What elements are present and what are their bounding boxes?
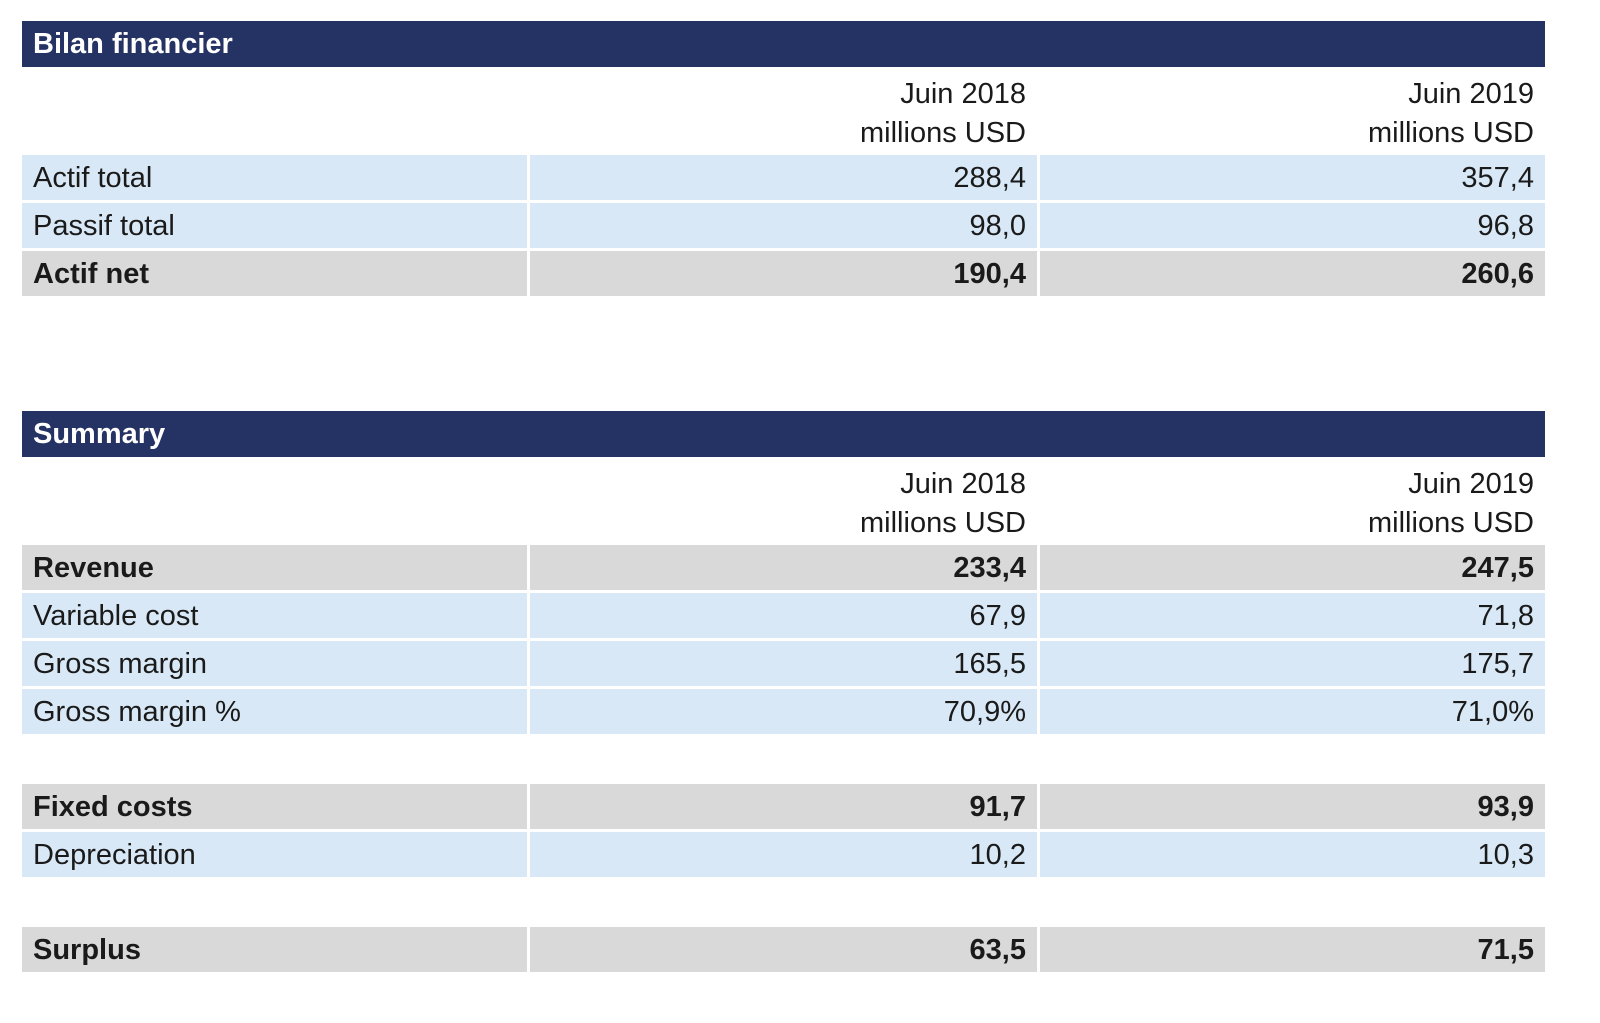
value-2018: 98,0 [530,203,1037,248]
table-row-total: Actif net 190,4 260,6 [22,251,1545,299]
value-2018: 288,4 [530,155,1037,200]
value-2019: 10,3 [1040,832,1545,877]
row-spacer [22,737,1545,784]
value-2019: 71,5 [1040,927,1545,972]
row-label: Gross margin [22,641,527,686]
table-row: Variable cost 67,9 71,8 [22,593,1545,641]
value-2018: 10,2 [530,832,1037,877]
value-2019: 93,9 [1040,784,1545,829]
value-2018: 165,5 [530,641,1037,686]
value-2019: 71,0% [1040,689,1545,734]
column-headers: Juin 2018 millions USD Juin 2019 million… [22,457,1545,545]
table-row: Gross margin % 70,9% 71,0% [22,689,1545,737]
balance-sheet-table: Bilan financier Juin 2018 millions USD J… [22,21,1545,299]
column-header-2019: Juin 2019 millions USD [1368,78,1534,149]
value-2019: 96,8 [1040,203,1545,248]
table-row-total: Fixed costs 91,7 93,9 [22,784,1545,832]
value-2018: 91,7 [530,784,1037,829]
table-row: Gross margin 165,5 175,7 [22,641,1545,689]
row-label: Depreciation [22,832,527,877]
value-2019: 247,5 [1040,545,1545,590]
summary-table: Summary Juin 2018 millions USD Juin 2019… [22,411,1545,975]
value-2019: 175,7 [1040,641,1545,686]
row-label: Actif total [22,155,527,200]
table-row-total: Surplus 63,5 71,5 [22,927,1545,975]
row-label: Surplus [22,927,527,972]
value-2018: 233,4 [530,545,1037,590]
table-row: Actif total 288,4 357,4 [22,155,1545,203]
value-2018: 63,5 [530,927,1037,972]
row-label: Passif total [22,203,527,248]
row-spacer [22,880,1545,927]
section-title: Summary [22,411,1545,457]
column-header-2018: Juin 2018 millions USD [860,468,1026,539]
value-2019: 260,6 [1040,251,1545,296]
row-label: Fixed costs [22,784,527,829]
column-header-2019: Juin 2019 millions USD [1368,468,1534,539]
row-label: Variable cost [22,593,527,638]
column-headers: Juin 2018 millions USD Juin 2019 million… [22,67,1545,155]
value-2018: 67,9 [530,593,1037,638]
row-label: Revenue [22,545,527,590]
value-2019: 357,4 [1040,155,1545,200]
value-2019: 71,8 [1040,593,1545,638]
value-2018: 190,4 [530,251,1037,296]
section-title: Bilan financier [22,21,1545,67]
value-2018: 70,9% [530,689,1037,734]
table-row-total: Revenue 233,4 247,5 [22,545,1545,593]
table-row: Passif total 98,0 96,8 [22,203,1545,251]
row-label: Gross margin % [22,689,527,734]
row-label: Actif net [22,251,527,296]
column-header-2018: Juin 2018 millions USD [860,78,1026,149]
table-row: Depreciation 10,2 10,3 [22,832,1545,880]
